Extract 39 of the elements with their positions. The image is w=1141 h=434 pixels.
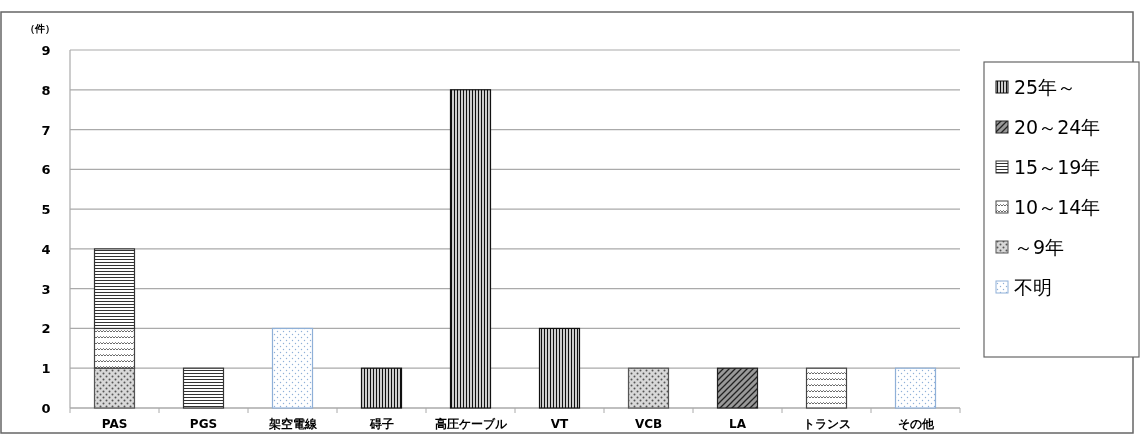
y-tick-label: 7 <box>41 122 51 138</box>
y-tick-label: 4 <box>41 241 51 257</box>
x-tick-label: 架空電線 <box>267 417 318 431</box>
legend-label: 10～14年 <box>1014 196 1101 218</box>
legend-label: ～9年 <box>1014 236 1065 258</box>
y-tick-label: 0 <box>41 401 51 416</box>
bar <box>271 327 314 409</box>
y-tick-label: 8 <box>41 82 51 98</box>
legend-label: 20～24年 <box>1014 116 1101 138</box>
x-tick-label: 碍子 <box>368 417 394 431</box>
legend-label: 不明 <box>1014 276 1052 298</box>
bar <box>93 327 136 369</box>
y-axis-title: （件） <box>25 23 55 34</box>
legend-label: 15～19年 <box>1014 156 1101 178</box>
bar <box>805 367 848 409</box>
y-tick-label: 2 <box>41 321 51 337</box>
x-tick-label: VCB <box>634 417 663 431</box>
y-tick-label: 6 <box>41 162 51 178</box>
bar <box>360 367 403 409</box>
x-tick-label: PAS <box>101 417 128 431</box>
y-tick-label: 9 <box>41 43 51 58</box>
x-tick-label: PGS <box>189 417 218 431</box>
x-tick-label: トランス <box>802 417 851 431</box>
x-tick-label: VT <box>550 417 570 431</box>
x-tick-label: その他 <box>897 417 935 431</box>
y-tick-label: 3 <box>41 281 51 297</box>
x-tick-label: 高圧ケーブル <box>434 417 508 431</box>
x-tick-label: LA <box>729 417 747 431</box>
bar <box>894 367 937 409</box>
y-tick-label: 1 <box>41 361 51 377</box>
bar <box>538 327 581 409</box>
bar <box>627 367 670 409</box>
bar <box>449 89 492 409</box>
legend-label: 25年～ <box>1014 76 1077 98</box>
bar <box>716 367 759 409</box>
bar <box>182 367 225 409</box>
bar <box>93 367 136 409</box>
bar <box>93 248 136 330</box>
y-tick-label: 5 <box>41 202 51 218</box>
